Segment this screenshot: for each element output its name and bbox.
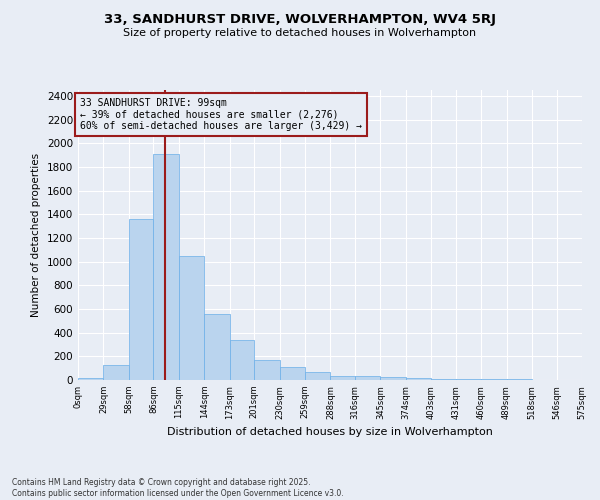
Text: Size of property relative to detached houses in Wolverhampton: Size of property relative to detached ho… (124, 28, 476, 38)
Bar (103, 365, 129, 380)
Bar (380, 377, 406, 380)
Bar (406, 378, 431, 380)
Bar (431, 379, 456, 380)
Bar (280, 367, 305, 380)
Bar (154, 154, 179, 380)
Bar (331, 376, 355, 380)
Bar (129, 219, 154, 380)
Y-axis label: Number of detached properties: Number of detached properties (31, 153, 41, 317)
Text: 33 SANDHURST DRIVE: 99sqm
← 39% of detached houses are smaller (2,276)
60% of se: 33 SANDHURST DRIVE: 99sqm ← 39% of detac… (80, 98, 362, 132)
X-axis label: Distribution of detached houses by size in Wolverhampton: Distribution of detached houses by size … (167, 427, 493, 437)
Bar (230, 340, 254, 380)
Text: Contains HM Land Registry data © Crown copyright and database right 2025.
Contai: Contains HM Land Registry data © Crown c… (12, 478, 344, 498)
Bar (179, 256, 204, 380)
Bar (204, 314, 230, 380)
Bar (355, 376, 380, 380)
Bar (78, 378, 103, 380)
Bar (305, 372, 331, 380)
Text: 33, SANDHURST DRIVE, WOLVERHAMPTON, WV4 5RJ: 33, SANDHURST DRIVE, WOLVERHAMPTON, WV4 … (104, 12, 496, 26)
Bar (254, 360, 280, 380)
